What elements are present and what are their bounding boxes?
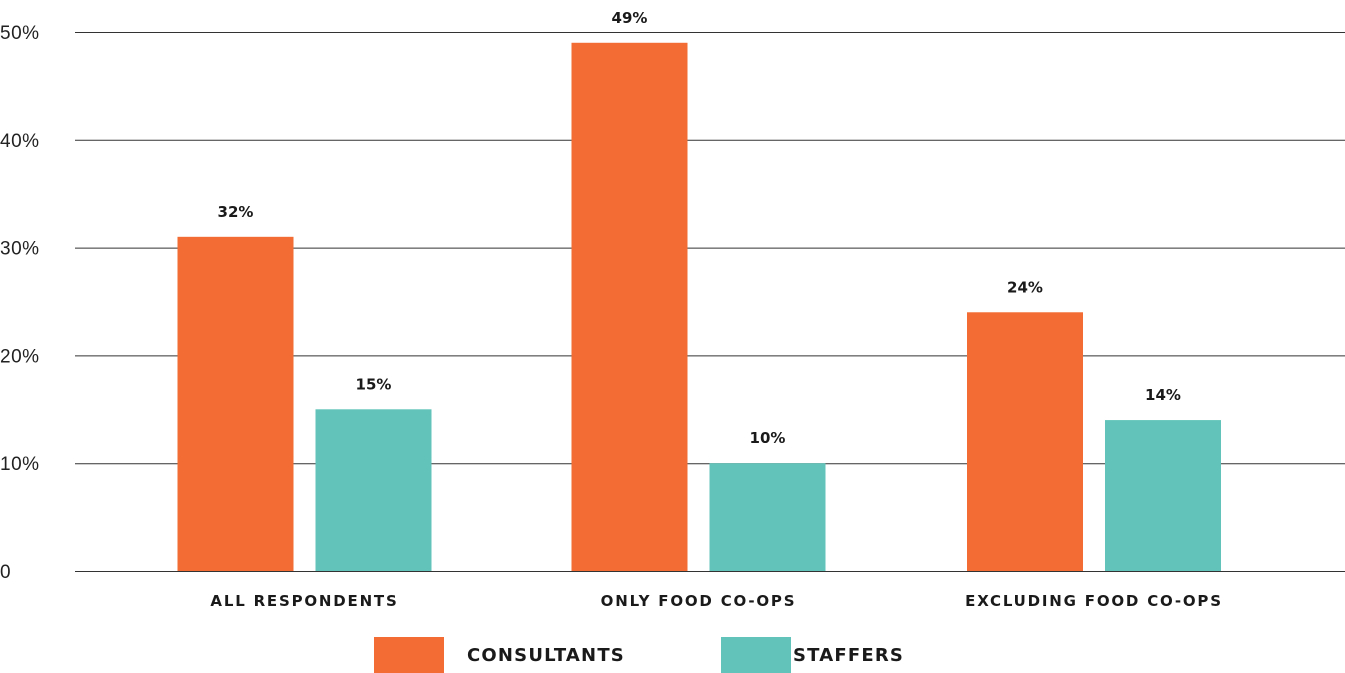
y-tick-label-4: 40%	[0, 131, 40, 152]
bar-staffers-2	[1105, 420, 1221, 571]
legend: CONSULTANTS STAFFERS	[374, 637, 904, 673]
legend-label-staffers: STAFFERS	[793, 645, 904, 666]
data-label-staffers-2: 14%	[1145, 386, 1181, 404]
category-label-0: ALL RESPONDENTS	[210, 592, 398, 610]
y-axis-ticks: 0 10% 20% 30% 40% 50%	[0, 23, 40, 583]
bar-consultants-0	[177, 236, 294, 571]
bar-consultants-2	[967, 312, 1083, 571]
bar-staffers-0	[315, 409, 432, 571]
y-tick-label-5: 50%	[0, 23, 40, 44]
y-tick-label-0: 0	[0, 562, 11, 583]
y-tick-label-3: 30%	[0, 239, 40, 260]
data-label-consultants-0: 32%	[218, 203, 254, 221]
bar-staffers-1	[709, 463, 826, 571]
y-tick-label-1: 10%	[0, 454, 40, 475]
data-label-consultants-1: 49%	[612, 9, 648, 27]
data-label-consultants-2: 24%	[1007, 278, 1043, 296]
data-label-staffers-1: 10%	[750, 429, 786, 447]
data-label-staffers-0: 15%	[356, 375, 392, 393]
category-label-2: EXCLUDING FOOD CO-OPS	[965, 592, 1223, 610]
category-labels: ALL RESPONDENTS ONLY FOOD CO-OPS EXCLUDING…	[210, 592, 1223, 610]
legend-swatch-staffers	[721, 637, 791, 673]
y-tick-label-2: 20%	[0, 346, 40, 367]
legend-swatch-consultants	[374, 637, 444, 673]
category-label-1: ONLY FOOD CO-OPS	[601, 592, 797, 610]
bar-consultants-1	[571, 42, 688, 571]
legend-label-consultants: CONSULTANTS	[467, 645, 625, 666]
bars	[177, 42, 1221, 571]
data-labels: 32% 49% 24% 15% 10% 14%	[218, 9, 1181, 447]
